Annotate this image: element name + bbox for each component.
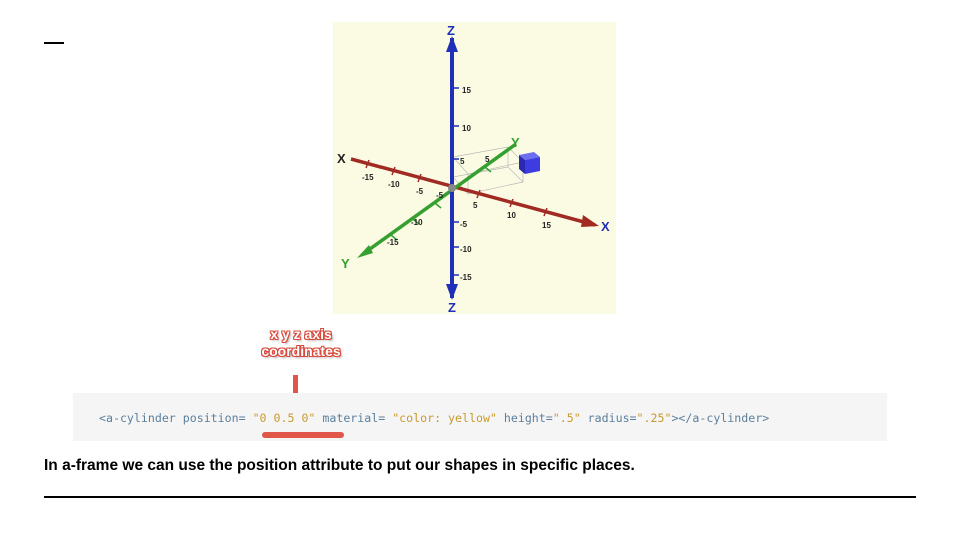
coordinates-callout: x y z axis coordinates <box>249 326 353 368</box>
z-axis-name-top: Z <box>447 23 455 38</box>
y-tick-label: -10 <box>411 218 423 227</box>
code-snippet: <a-cylinder position= "0 0.5 0" material… <box>73 393 887 441</box>
slide-caption: In a-frame we can use the position attri… <box>44 457 635 474</box>
code-open-tag: <a-cylinder <box>99 411 176 425</box>
x-tick-label: -10 <box>388 180 400 189</box>
z-tick-label: 10 <box>462 124 471 133</box>
z-axis-name-bottom: Z <box>448 300 456 314</box>
axis-svg: 15 10 5 -5 -10 -15 -15 -10 -5 5 10 15 5 … <box>337 23 610 314</box>
code-line: <a-cylinder position= "0 0.5 0" material… <box>99 411 769 425</box>
y-axis-name-negative: Y <box>341 256 350 271</box>
title-dash <box>44 42 64 44</box>
code-attr-height: height= <box>503 411 553 425</box>
z-tick-label: 15 <box>462 86 471 95</box>
x-axis-line <box>350 157 596 227</box>
y-axis-line <box>361 142 518 256</box>
code-value-height: ".5" <box>552 411 581 425</box>
x-tick-label: -5 <box>416 187 424 196</box>
y-tick-label: -5 <box>436 191 444 200</box>
x-tick-label: 10 <box>507 211 516 220</box>
code-value-radius: ".25" <box>636 411 672 425</box>
callout-arrow-shaft <box>293 375 298 397</box>
code-attr-position: position= <box>182 411 246 425</box>
y-tick-label: -15 <box>387 238 399 247</box>
position-value-underline <box>262 432 344 438</box>
bottom-divider <box>44 496 916 498</box>
z-tick-label: 5 <box>460 157 465 166</box>
x-axis-name-negative: X <box>337 151 346 166</box>
cube-shape <box>519 152 540 174</box>
z-tick-label: -10 <box>460 245 472 254</box>
callout-line-1: x y z axis <box>270 326 332 342</box>
y-tick-label: 5 <box>485 155 490 164</box>
code-attr-radius: radius= <box>587 411 637 425</box>
z-axis-arrowhead-top <box>446 36 458 52</box>
x-axis-arrowhead <box>581 215 599 227</box>
code-value-material: "color: yellow" <box>392 411 497 425</box>
code-attr-material: material= <box>322 411 386 425</box>
z-tick-label: -15 <box>460 273 472 282</box>
callout-line-2: coordinates <box>261 343 341 359</box>
x-axis-name-positive: X <box>601 219 610 234</box>
xyz-axis-diagram: 15 10 5 -5 -10 -15 -15 -10 -5 5 10 15 5 … <box>333 22 616 314</box>
code-close-tag: ></a-cylinder> <box>671 411 770 425</box>
z-axis-arrowhead-bottom <box>446 284 458 300</box>
code-value-position: "0 0.5 0" <box>252 411 316 425</box>
x-tick-label: 5 <box>473 201 478 210</box>
x-tick-label: 15 <box>542 221 551 230</box>
origin-point <box>448 184 456 192</box>
y-axis-arrowhead <box>357 245 373 258</box>
x-tick-label: -15 <box>362 173 374 182</box>
z-tick-label: -5 <box>460 220 468 229</box>
y-axis-name-positive: Y <box>511 135 520 150</box>
